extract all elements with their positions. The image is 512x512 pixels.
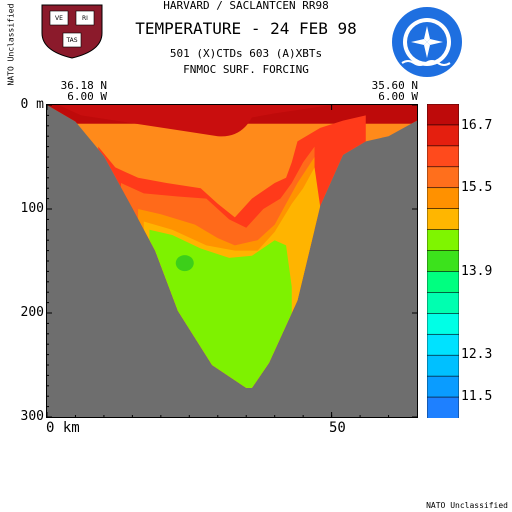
colorbar-swatch-14 <box>427 396 459 418</box>
classification-side-label: NATO Unclassified <box>6 3 16 86</box>
right-endpoint-coords: 35.60 N 6.00 W <box>360 80 418 102</box>
shield-letters-ri: RI <box>82 15 88 22</box>
right-endpoint-lat: 35.60 N <box>371 79 418 92</box>
compass-star-icon <box>411 26 443 58</box>
harvard-shield-logo: VE RI TAS <box>41 4 103 59</box>
colorbar-swatch-6 <box>427 229 459 252</box>
cold-core <box>175 255 194 272</box>
header-line-1: HARVARD / SACLANTCEN RR98 <box>163 0 329 12</box>
y-tick-label-300: 300 <box>20 409 44 424</box>
colorbar-swatch-7 <box>427 250 459 273</box>
warm-tongue <box>58 105 332 137</box>
colorbar-label-11-5: 11.5 <box>461 389 493 404</box>
left-endpoint-lon: 6.00 W <box>67 90 107 103</box>
colorbar-swatch-11 <box>427 333 459 356</box>
y-tick-label-200: 200 <box>20 305 44 320</box>
colorbar-label-16-7: 16.7 <box>461 118 493 133</box>
left-endpoint-coords: 36.18 N 6.00 W <box>52 80 107 102</box>
right-endpoint-lon: 6.00 W <box>378 90 418 103</box>
colorbar-swatch-12 <box>427 354 459 377</box>
x-tick-label-50: 50 <box>329 420 346 436</box>
x-tick-label-0: 0 km <box>46 420 80 436</box>
classification-footer-label: NATO Unclassified <box>426 501 508 510</box>
header-line-4: FNMOC SURF. FORCING <box>183 63 309 76</box>
shield-book-right <box>75 10 95 26</box>
shield-letters-tas: TAS <box>65 37 77 44</box>
header-line-3: 501 (X)CTDs 603 (A)XBTs <box>169 47 323 60</box>
y-tick-label-100: 100 <box>20 201 44 216</box>
left-endpoint-lat: 36.18 N <box>60 79 107 92</box>
colorbar-swatch-13 <box>427 375 459 398</box>
shield-book-left <box>49 10 69 26</box>
colorbar-label-15-5: 15.5 <box>461 180 493 195</box>
colorbar <box>427 104 459 418</box>
colorbar-swatch-1 <box>427 124 459 147</box>
colorbar-swatch-0 <box>427 104 459 126</box>
colorbar-swatch-2 <box>427 145 459 168</box>
colorbar-label-12-3: 12.3 <box>461 347 493 362</box>
colorbar-swatch-10 <box>427 313 459 336</box>
chart-title: TEMPERATURE - 24 FEB 98 <box>135 19 357 38</box>
temperature-section-plot <box>46 104 418 418</box>
emblem-waves <box>401 60 451 66</box>
colorbar-swatch-8 <box>427 271 459 294</box>
nato-emblem-logo <box>392 7 462 77</box>
colorbar-swatch-9 <box>427 292 459 315</box>
colorbar-swatch-4 <box>427 187 459 210</box>
y-tick-label-0: 0 m <box>20 97 44 112</box>
colorbar-swatch-3 <box>427 166 459 189</box>
shield-book-bottom <box>62 32 82 48</box>
colorbar-swatch-5 <box>427 208 459 231</box>
colorbar-label-13-9: 13.9 <box>461 264 493 279</box>
shield-letters-ve: VE <box>55 15 63 22</box>
